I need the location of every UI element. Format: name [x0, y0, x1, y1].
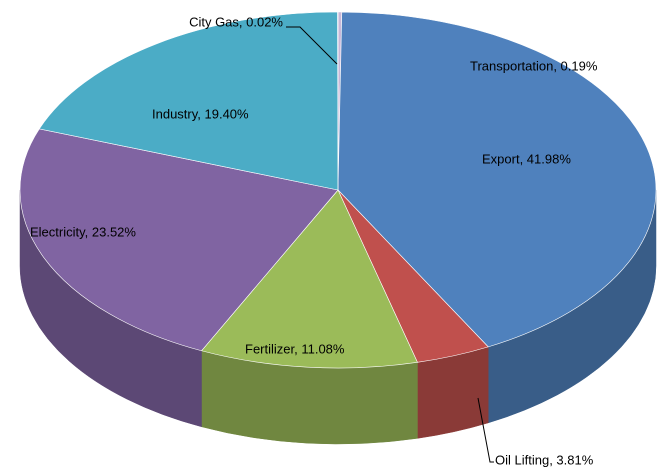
data-label: Export, 41.98% [482, 151, 571, 166]
pie-tops [19, 11, 657, 369]
labels: Transportation, 0.19% Export, 41.98% Oil L… [30, 14, 598, 467]
data-label: Oil Lifting, 3.81% [495, 452, 594, 467]
leader-line [286, 26, 338, 65]
data-label: Electricity, 23.52% [30, 224, 136, 239]
data-label: Transportation, 0.19% [470, 58, 598, 73]
data-label: Fertilizer, 11.08% [245, 341, 345, 356]
pie-sides [19, 189, 657, 445]
pie-slice [337, 11, 657, 348]
data-label: Industry, 19.40% [152, 106, 249, 121]
pie-slice [19, 128, 339, 352]
data-label: City Gas, 0.02% [189, 14, 283, 29]
pie-slice [200, 189, 418, 369]
leader-line [477, 397, 494, 463]
pie-slice [38, 11, 339, 191]
